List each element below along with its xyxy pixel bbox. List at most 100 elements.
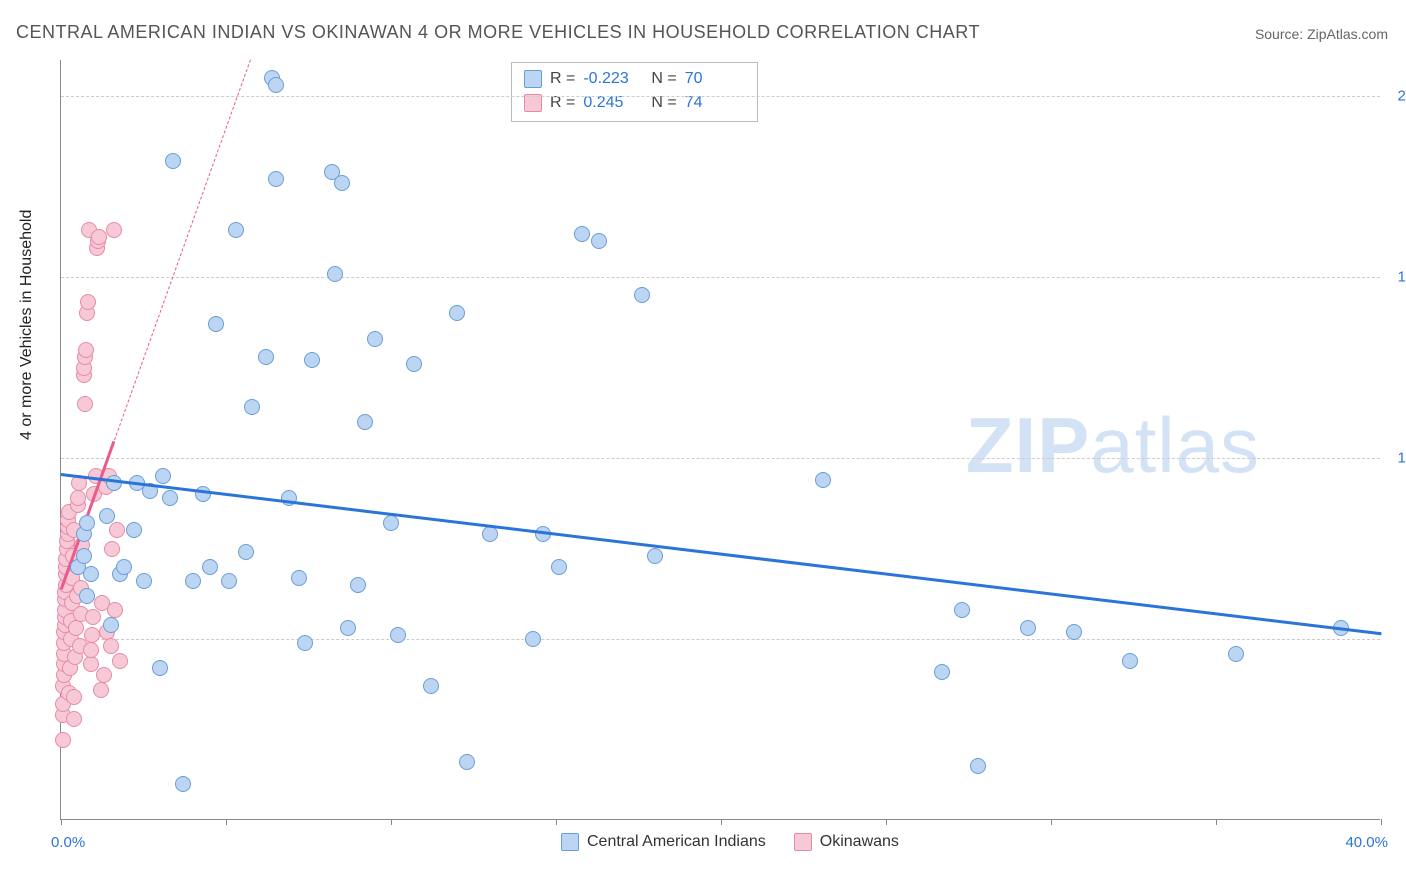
scatter-point-blue xyxy=(449,305,465,321)
stats-r-value: 0.245 xyxy=(583,91,643,115)
legend-item: Central American Indians xyxy=(561,833,766,851)
legend-label: Central American Indians xyxy=(587,833,766,851)
x-tick xyxy=(226,819,227,825)
scatter-point-blue xyxy=(238,544,254,560)
scatter-point-blue xyxy=(136,573,152,589)
scatter-point-blue xyxy=(155,468,171,484)
scatter-point-blue xyxy=(934,664,950,680)
scatter-point-blue xyxy=(297,635,313,651)
scatter-point-blue xyxy=(99,508,115,524)
scatter-point-blue xyxy=(268,77,284,93)
stats-row-blue: R = -0.223 N = 70 xyxy=(524,67,745,91)
x-tick xyxy=(1051,819,1052,825)
stats-swatch xyxy=(524,70,542,88)
correlation-stats-box: R = -0.223 N = 70R = 0.245 N = 74 xyxy=(511,62,758,122)
scatter-point-blue xyxy=(574,226,590,242)
scatter-point-blue xyxy=(304,352,320,368)
trend-line-blue xyxy=(61,473,1381,635)
scatter-point-pink xyxy=(66,689,82,705)
scatter-point-blue xyxy=(162,490,178,506)
source-attribution: Source: ZipAtlas.com xyxy=(1255,26,1388,42)
y-axis-label: 4 or more Vehicles in Household xyxy=(18,210,36,440)
x-tick xyxy=(556,819,557,825)
stats-n-label: N = xyxy=(651,67,676,91)
x-axis-min-label: 0.0% xyxy=(51,834,85,851)
scatter-point-pink xyxy=(112,653,128,669)
x-tick xyxy=(721,819,722,825)
chart-title: CENTRAL AMERICAN INDIAN VS OKINAWAN 4 OR… xyxy=(16,22,980,43)
scatter-point-blue xyxy=(390,627,406,643)
scatter-point-blue xyxy=(340,620,356,636)
scatter-point-blue xyxy=(268,171,284,187)
scatter-point-pink xyxy=(106,222,122,238)
scatter-point-pink xyxy=(104,541,120,557)
x-tick xyxy=(886,819,887,825)
scatter-point-pink xyxy=(109,522,125,538)
scatter-point-blue xyxy=(79,588,95,604)
scatter-point-pink xyxy=(66,711,82,727)
scatter-point-pink xyxy=(96,667,112,683)
legend-label: Okinawans xyxy=(820,833,899,851)
scatter-point-blue xyxy=(350,577,366,593)
scatter-point-blue xyxy=(244,399,260,415)
scatter-point-blue xyxy=(208,316,224,332)
scatter-point-blue xyxy=(1066,624,1082,640)
scatter-point-blue xyxy=(103,617,119,633)
scatter-point-pink xyxy=(80,294,96,310)
stats-r-label: R = xyxy=(550,91,575,115)
stats-r-label: R = xyxy=(550,67,575,91)
x-tick xyxy=(61,819,62,825)
scatter-point-blue xyxy=(258,349,274,365)
scatter-point-blue xyxy=(634,287,650,303)
scatter-point-pink xyxy=(77,396,93,412)
legend-item: Okinawans xyxy=(794,833,899,851)
scatter-point-blue xyxy=(116,559,132,575)
y-tick-label: 10.0% xyxy=(1385,450,1406,467)
y-tick-label: 20.0% xyxy=(1385,88,1406,105)
gridline xyxy=(61,639,1380,640)
scatter-point-blue xyxy=(291,570,307,586)
stats-row-pink: R =0.245N =74 xyxy=(524,91,745,115)
scatter-point-blue xyxy=(327,266,343,282)
legend-swatch xyxy=(794,833,812,851)
scatter-point-blue xyxy=(83,566,99,582)
stats-n-value: 70 xyxy=(685,67,745,91)
scatter-point-pink xyxy=(78,342,94,358)
stats-r-value: -0.223 xyxy=(583,67,643,91)
legend-swatch xyxy=(561,833,579,851)
scatter-point-blue xyxy=(334,175,350,191)
scatter-point-blue xyxy=(970,758,986,774)
scatter-point-blue xyxy=(1020,620,1036,636)
scatter-point-pink xyxy=(55,732,71,748)
x-axis-max-label: 40.0% xyxy=(1345,834,1388,851)
scatter-point-pink xyxy=(83,642,99,658)
x-tick xyxy=(1216,819,1217,825)
scatter-point-blue xyxy=(152,660,168,676)
scatter-point-pink xyxy=(68,620,84,636)
scatter-point-blue xyxy=(406,356,422,372)
y-tick-label: 15.0% xyxy=(1385,269,1406,286)
scatter-point-blue xyxy=(551,559,567,575)
y-tick-label: 5.0% xyxy=(1385,631,1406,648)
stats-n-value: 74 xyxy=(685,91,745,115)
scatter-point-blue xyxy=(228,222,244,238)
scatter-point-blue xyxy=(423,678,439,694)
scatter-point-blue xyxy=(221,573,237,589)
watermark-text: ZIPatlas xyxy=(966,400,1260,491)
gridline xyxy=(61,277,1380,278)
scatter-point-pink xyxy=(93,682,109,698)
scatter-point-pink xyxy=(85,609,101,625)
scatter-point-blue xyxy=(647,548,663,564)
gridline xyxy=(61,96,1380,97)
x-tick xyxy=(391,819,392,825)
scatter-point-blue xyxy=(367,331,383,347)
x-tick xyxy=(1381,819,1382,825)
scatter-point-blue xyxy=(126,522,142,538)
scatter-point-blue xyxy=(76,548,92,564)
scatter-point-blue xyxy=(954,602,970,618)
scatter-point-blue xyxy=(383,515,399,531)
scatter-point-blue xyxy=(175,776,191,792)
scatter-point-blue xyxy=(165,153,181,169)
scatter-point-blue xyxy=(591,233,607,249)
scatter-point-blue xyxy=(525,631,541,647)
